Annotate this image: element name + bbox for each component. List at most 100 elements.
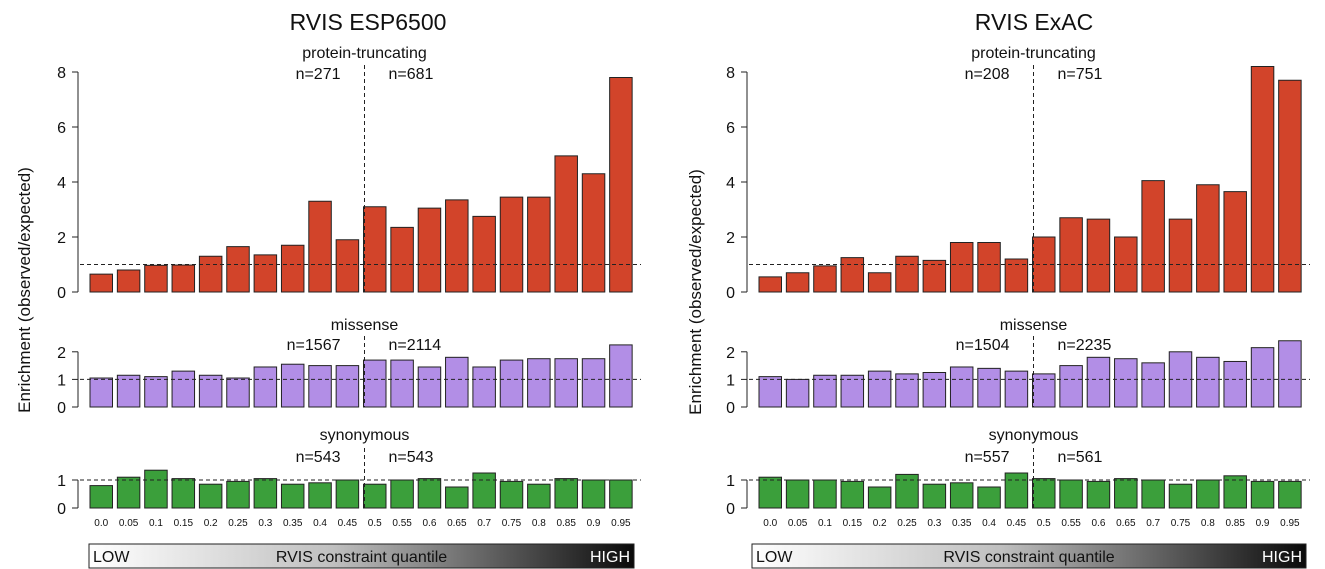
bar-missense-0.9 <box>1250 347 1275 408</box>
bar-missense-0.7 <box>472 366 496 408</box>
y-tick-label: 0 <box>726 285 735 302</box>
bar-missense-0.35 <box>280 363 305 408</box>
x-tick-label: 0.6 <box>422 518 436 529</box>
n-label-right: n=561 <box>1058 449 1103 466</box>
panel-synonymous: 0 1 synonymous n=543 n=543 <box>57 427 641 518</box>
bar-synonymous-0.9 <box>1250 480 1275 509</box>
x-tick-label: 0.35 <box>283 518 303 529</box>
bar-missense-0.7 <box>1141 362 1165 408</box>
bar-protein-truncating-0.6 <box>1086 218 1111 293</box>
x-tick-label: 0.6 <box>1091 518 1105 529</box>
x-tick-label: 0.55 <box>1061 518 1081 529</box>
bar-synonymous-0.9 <box>581 479 606 509</box>
bar-synonymous-0.3 <box>922 483 947 509</box>
bar-missense-0.0 <box>758 376 782 408</box>
bar-synonymous-0.35 <box>280 483 305 509</box>
bar-protein-truncating-0.1 <box>813 265 837 293</box>
bar-synonymous-0.4 <box>308 482 332 509</box>
x-tick-label: 0.4 <box>982 518 996 529</box>
panel-label: synonymous <box>320 427 410 444</box>
panel-protein-truncating: 0 2 4 6 8 protein-truncating n=271 n=681 <box>57 45 641 302</box>
bar-missense-0.8 <box>527 358 551 408</box>
bar-synonymous-0.7 <box>1141 479 1165 509</box>
y-tick-label: 2 <box>57 345 66 362</box>
x-tick-label: 0.8 <box>532 518 546 529</box>
scale-high-label: HIGH <box>1262 549 1302 566</box>
bar-protein-truncating-0.55 <box>390 226 414 293</box>
bar-synonymous-0.25 <box>226 480 250 509</box>
chart-title: RVIS ExAC <box>975 9 1093 35</box>
y-tick-label: 1 <box>726 372 735 389</box>
bar-synonymous-0.85 <box>1223 475 1247 509</box>
y-tick-label: 1 <box>57 372 66 389</box>
panel-missense: 0 1 2 missense n=1567 n=2114 <box>57 317 641 417</box>
chart-0: RVIS ESP6500 Enrichment (observed/expecte… <box>15 9 641 569</box>
bar-protein-truncating-0.4 <box>308 200 332 293</box>
bar-missense-0.85 <box>1223 360 1247 408</box>
x-tick-label: 0.0 <box>94 518 108 529</box>
x-tick-label: 0.25 <box>228 518 248 529</box>
bar-missense-0.95 <box>1278 340 1302 408</box>
bar-missense-0.6 <box>1086 356 1111 408</box>
panel-protein-truncating: 0 2 4 6 8 protein-truncating n=208 n=751 <box>726 45 1310 302</box>
bar-missense-0.15 <box>171 370 196 408</box>
bar-missense-0.9 <box>581 358 606 408</box>
x-tick-label: 0.65 <box>447 518 467 529</box>
x-tick-label: 0.25 <box>897 518 917 529</box>
bar-missense-0.5 <box>363 359 387 408</box>
scale-center-label: RVIS constraint quantile <box>943 549 1114 566</box>
bar-protein-truncating-0.3 <box>922 259 947 293</box>
panel-label: synonymous <box>989 427 1079 444</box>
x-tick-label: 0.0 <box>763 518 777 529</box>
panel-label: protein-truncating <box>302 45 427 62</box>
bar-protein-truncating-0.25 <box>226 246 250 293</box>
bar-synonymous-0.1 <box>144 469 168 509</box>
y-axis-label: Enrichment (observed/expected) <box>15 167 34 413</box>
y-tick-label: 0 <box>57 285 66 302</box>
x-tick-label: 0.85 <box>556 518 576 529</box>
x-tick-label: 0.05 <box>788 518 808 529</box>
bar-protein-truncating-0.3 <box>253 254 278 293</box>
y-tick-label: 0 <box>726 400 735 417</box>
panel-missense: 0 1 2 missense n=1504 n=2235 <box>726 317 1310 417</box>
n-label-left: n=208 <box>965 66 1010 83</box>
bar-missense-0.8 <box>1196 356 1220 408</box>
bar-synonymous-0.0 <box>758 476 782 509</box>
bar-synonymous-0.7 <box>472 472 496 509</box>
n-label-right: n=543 <box>389 449 434 466</box>
bar-missense-0.95 <box>609 344 633 408</box>
n-label-left: n=1567 <box>287 337 341 354</box>
n-label-right: n=2235 <box>1058 337 1112 354</box>
bar-synonymous-0.6 <box>1086 480 1111 509</box>
x-tick-label: 0.35 <box>952 518 972 529</box>
bar-missense-0.0 <box>89 377 113 408</box>
bar-protein-truncating-0.05 <box>785 272 810 293</box>
x-tick-label: 0.45 <box>1007 518 1027 529</box>
x-tick-label: 0.7 <box>477 518 491 529</box>
y-tick-label: 6 <box>57 120 66 137</box>
bar-protein-truncating-0.75 <box>1168 218 1193 293</box>
bar-synonymous-0.2 <box>867 486 892 509</box>
bar-missense-0.3 <box>253 366 278 408</box>
scale-low-label: LOW <box>93 549 130 566</box>
bar-missense-0.45 <box>1004 370 1029 408</box>
y-tick-label: 1 <box>57 473 66 490</box>
bar-protein-truncating-0.2 <box>198 255 223 293</box>
bar-protein-truncating-0.4 <box>977 242 1001 293</box>
x-tick-label: 0.15 <box>843 518 863 529</box>
bar-protein-truncating-0.65 <box>1114 236 1138 293</box>
bar-missense-0.5 <box>1032 373 1056 408</box>
bar-synonymous-0.45 <box>1004 472 1029 509</box>
bar-synonymous-0.65 <box>1114 478 1138 509</box>
bar-missense-0.4 <box>977 367 1001 408</box>
n-label-left: n=557 <box>965 449 1010 466</box>
bar-protein-truncating-0.55 <box>1059 217 1083 293</box>
bar-missense-0.6 <box>417 366 442 408</box>
bar-synonymous-0.4 <box>977 486 1001 509</box>
bar-protein-truncating-0.0 <box>758 276 782 293</box>
chart-1: RVIS ExAC Enrichment (observed/expected) 0… <box>686 9 1310 569</box>
y-tick-label: 1 <box>726 473 735 490</box>
bar-protein-truncating-0.65 <box>445 199 469 293</box>
bar-missense-0.2 <box>198 374 223 408</box>
